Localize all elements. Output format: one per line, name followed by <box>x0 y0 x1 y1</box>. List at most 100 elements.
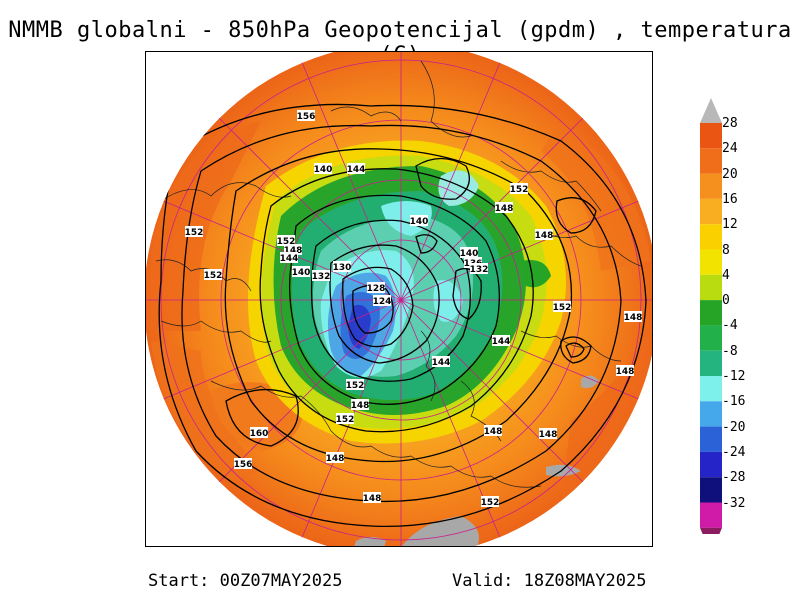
contour-label: 130 <box>333 261 352 273</box>
svg-text:148: 148 <box>484 427 503 437</box>
colorbar-segment <box>700 224 722 250</box>
contour-label: 152 <box>481 496 500 508</box>
contour-label: 148 <box>539 428 558 440</box>
contour-label: 140 <box>460 247 479 259</box>
svg-text:152: 152 <box>336 415 355 425</box>
contour-labels: 1561401441521481401521481521481441401361… <box>185 110 643 508</box>
contour-label: 132 <box>312 270 331 282</box>
svg-text:152: 152 <box>553 303 572 313</box>
colorbar-segment <box>700 401 722 427</box>
svg-text:148: 148 <box>624 313 643 323</box>
svg-text:148: 148 <box>284 246 303 256</box>
contour-label: 144 <box>432 356 451 368</box>
contour-label: 148 <box>624 311 643 323</box>
svg-text:140: 140 <box>460 249 479 259</box>
contour-label: 156 <box>234 458 253 470</box>
colorbar-segment <box>700 350 722 376</box>
svg-text:132: 132 <box>312 272 331 282</box>
contour-label: 144 <box>280 252 299 264</box>
contour-label: 152 <box>346 379 365 391</box>
svg-text:148: 148 <box>495 204 514 214</box>
svg-text:144: 144 <box>280 254 299 264</box>
contour-label: 152 <box>204 269 223 281</box>
colorbar-segment <box>700 325 722 351</box>
svg-text:148: 148 <box>363 494 382 504</box>
contour-label: 148 <box>616 365 635 377</box>
contour-label: 144 <box>347 163 366 175</box>
colorbar-tick-label: 24 <box>722 141 738 157</box>
svg-text:144: 144 <box>432 358 451 368</box>
svg-text:144: 144 <box>347 165 366 175</box>
colorbar-tick-label: 0 <box>722 293 730 309</box>
colorbar-segment <box>700 300 722 326</box>
svg-text:152: 152 <box>277 237 296 247</box>
contour-label: 140 <box>292 266 311 278</box>
colorbar-tick-label: -32 <box>722 495 746 511</box>
colorbar-tick-label: -4 <box>722 318 738 334</box>
colorbar-segment <box>700 426 722 452</box>
svg-text:148: 148 <box>539 430 558 440</box>
lat-lon-grid <box>146 52 652 546</box>
contour-label: 156 <box>297 110 316 122</box>
colorbar-tick-label: 20 <box>722 166 738 182</box>
contour-label: 148 <box>535 229 554 241</box>
colorbar-segment <box>700 477 722 503</box>
colorbar-segment <box>700 123 722 149</box>
contour-label: 152 <box>553 301 572 313</box>
contour-label: 140 <box>314 163 333 175</box>
colorbar-tick-label: 4 <box>722 267 730 283</box>
colorbar-tick-label: -24 <box>722 444 746 460</box>
start-time-label: Start: 00Z07MAY2025 <box>148 571 343 591</box>
contour-label: 124 <box>373 295 392 307</box>
contour-label: 144 <box>492 335 511 347</box>
contour-label: 148 <box>495 202 514 214</box>
colorbar-tick-label: 28 <box>722 116 738 131</box>
svg-text:148: 148 <box>616 367 635 377</box>
svg-text:130: 130 <box>333 263 352 273</box>
svg-text:148: 148 <box>326 454 345 464</box>
colorbar-segment <box>700 274 722 301</box>
svg-text:152: 152 <box>185 228 204 238</box>
contour-label: 160 <box>250 427 269 439</box>
temperature-colorbar <box>700 98 722 534</box>
svg-text:140: 140 <box>314 165 333 175</box>
colorbar-tick-label: -8 <box>722 343 738 359</box>
contour-label: 148 <box>484 425 503 437</box>
contour-label: 152 <box>510 183 529 195</box>
contour-label: 140 <box>410 215 429 227</box>
geopotential-contours <box>158 103 647 528</box>
colorbar-bottom-arrow <box>700 527 722 534</box>
contour-label: 152 <box>336 413 355 425</box>
svg-text:152: 152 <box>204 271 223 281</box>
colorbar-segment <box>700 173 722 199</box>
contour-label: 148 <box>284 244 303 256</box>
svg-text:160: 160 <box>250 429 269 439</box>
svg-text:140: 140 <box>410 217 429 227</box>
svg-text:156: 156 <box>297 112 316 122</box>
colorbar-segment <box>700 148 722 174</box>
contour-label: 152 <box>185 226 204 238</box>
svg-text:144: 144 <box>492 337 511 347</box>
svg-text:152: 152 <box>481 498 500 508</box>
contour-label: 152 <box>277 235 296 247</box>
colorbar-tick-label: -20 <box>722 419 746 435</box>
svg-text:156: 156 <box>234 460 253 470</box>
colorbar-tick-label: 16 <box>722 191 738 207</box>
colorbar-segment <box>700 249 722 275</box>
contour-label: 148 <box>363 492 382 504</box>
colorbar-tick-label: -12 <box>722 369 746 384</box>
svg-text:140: 140 <box>292 268 311 278</box>
contour-label: 148 <box>326 452 345 464</box>
svg-text:152: 152 <box>346 381 365 391</box>
contour-label: 132 <box>470 263 488 275</box>
colorbar-segment <box>700 451 722 478</box>
contour-label: 148 <box>351 399 369 411</box>
polar-stereographic-map: 1561401441521481401521481521481441401361… <box>146 52 652 546</box>
colorbar-tick-label: -16 <box>722 394 746 410</box>
colorbar-tick-label: -28 <box>722 470 746 486</box>
svg-text:148: 148 <box>535 231 554 241</box>
svg-text:124: 124 <box>373 297 392 307</box>
valid-time-label: Valid: 18Z08MAY2025 <box>452 571 647 591</box>
svg-text:152: 152 <box>510 185 529 195</box>
colorbar-segment <box>700 376 722 402</box>
